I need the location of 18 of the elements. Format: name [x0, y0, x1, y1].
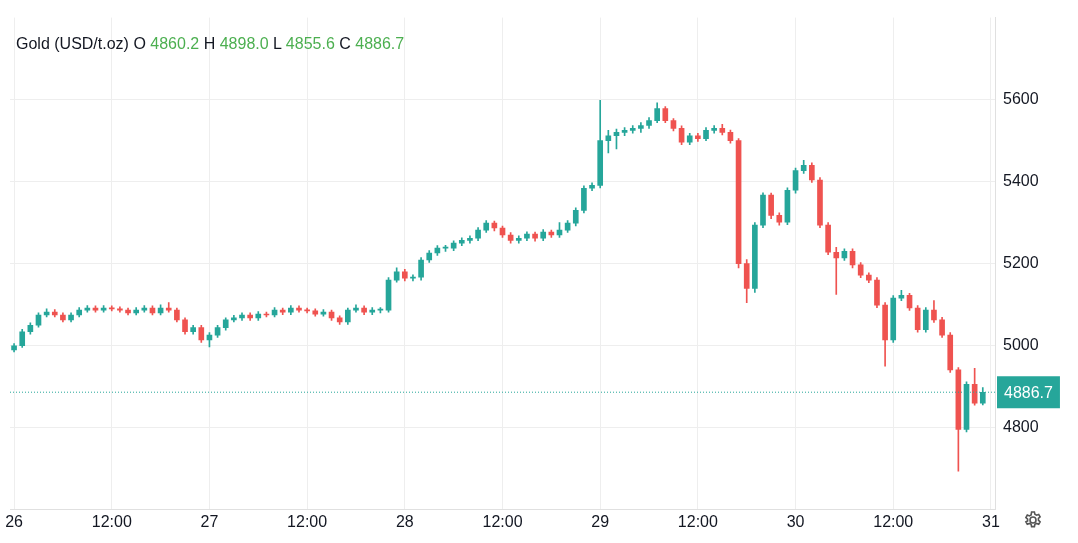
- x-tick-label: 26: [5, 512, 24, 530]
- x-tick-label: 27: [200, 512, 219, 530]
- x-tick-label: 28: [395, 512, 414, 530]
- x-tick-label: 12:00: [677, 512, 718, 530]
- x-tick-label: 12:00: [91, 512, 132, 530]
- y-tick-label: 5600: [1003, 90, 1039, 108]
- y-tick-label: 5000: [1003, 336, 1039, 354]
- y-tick-label: 5200: [1003, 254, 1039, 272]
- y-tick-label: 4800: [1003, 418, 1039, 436]
- ref-line-label: 4886.7: [1004, 383, 1054, 401]
- x-tick-label: 30: [786, 512, 805, 530]
- x-tick-label: 31: [982, 512, 1000, 530]
- x-tick-label: 12:00: [482, 512, 523, 530]
- x-tick-label: 12:00: [873, 512, 914, 530]
- x-tick-label: 29: [591, 512, 610, 530]
- chart-title: Gold (USD/t.oz) O 4860.2 H 4898.0 L 4855.6 C 4886.7: [16, 35, 405, 52]
- y-tick-label: 5400: [1003, 172, 1039, 190]
- x-tick-label: 12:00: [287, 512, 328, 530]
